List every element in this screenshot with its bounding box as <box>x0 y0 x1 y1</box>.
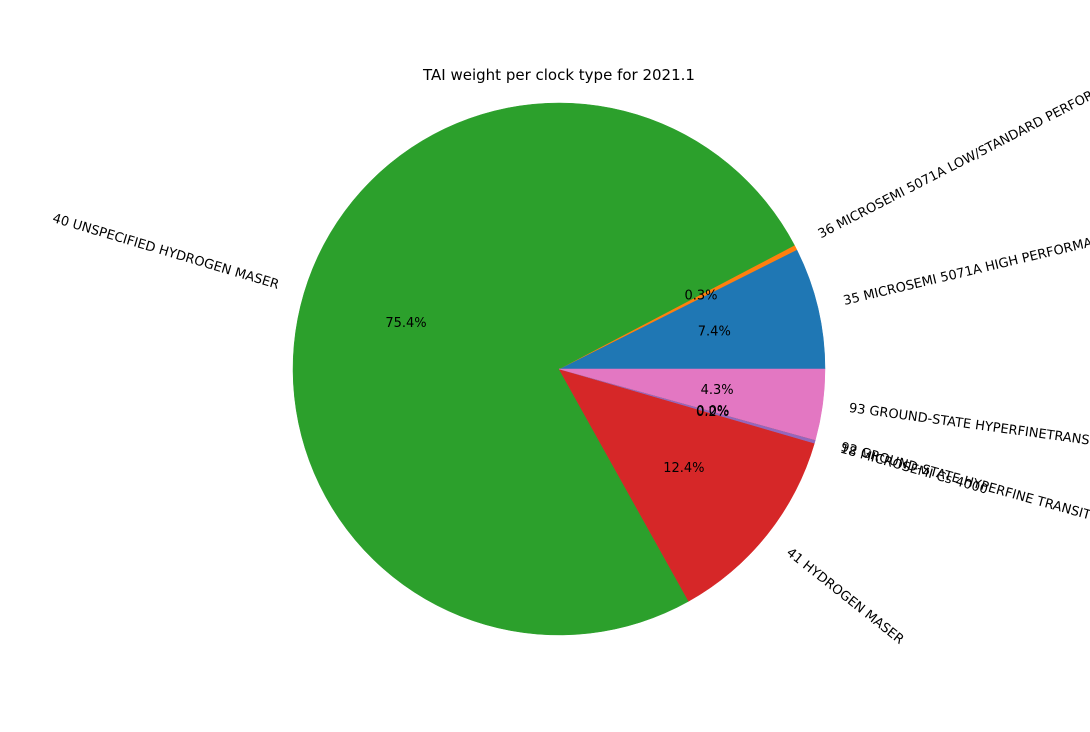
slice-label-35-microsemi-5071a-high-performance: 35 MICROSEMI 5071A HIGH PERFORMANCE <box>842 229 1090 309</box>
pie-slice-40-unspecified-hydrogen-maser <box>292 102 795 636</box>
slice-label-93-ground-state-hyperfinetransition: 93 GROUND-STATE HYPERFINETRANSITION <box>848 401 1090 453</box>
percent-label-41-hydrogen-maser: 12.4% <box>663 461 704 476</box>
pie-slice-41-hydrogen-maser <box>558 368 815 602</box>
slice-label-36-microsemi-5071a-low-standard-performance: 36 MICROSEMI 5071A LOW/STANDARD PERFORMA… <box>816 67 1090 242</box>
percent-label-92-ground-state-hyperfine-transition: 0.0% <box>696 404 729 419</box>
slice-label-40-unspecified-hydrogen-maser: 40 UNSPECIFIED HYDROGEN MASER <box>51 211 281 293</box>
percent-label-93-ground-state-hyperfinetransition: 4.3% <box>701 383 734 398</box>
percent-label-36-microsemi-5071a-low-standard-performance: 0.3% <box>684 289 717 304</box>
chart-title: TAI weight per clock type for 2021.1 <box>422 66 695 84</box>
percent-label-40-unspecified-hydrogen-maser: 75.4% <box>385 316 426 331</box>
percent-labels: 7.4% 0.3% 75.4% 12.4% 0.2%0.0% 4.3% <box>385 289 733 476</box>
pie-slice-93-ground-state-hyperfinetransition <box>558 368 826 441</box>
slice-label-92-ground-state-hyperfine-transition: 92 GROUND-STATE HYPERFINE TRANSITION <box>839 440 1090 530</box>
pie-slices <box>292 102 826 636</box>
pie-slice-35-microsemi-5071a-high-performance <box>558 249 826 370</box>
slice-label-41-hydrogen-maser: 41 HYDROGEN MASER <box>783 545 906 647</box>
percent-label-35-microsemi-5071a-high-performance: 7.4% <box>698 325 731 340</box>
percent-label-18-microsemi-cs-4000: 0.2% <box>696 405 729 420</box>
